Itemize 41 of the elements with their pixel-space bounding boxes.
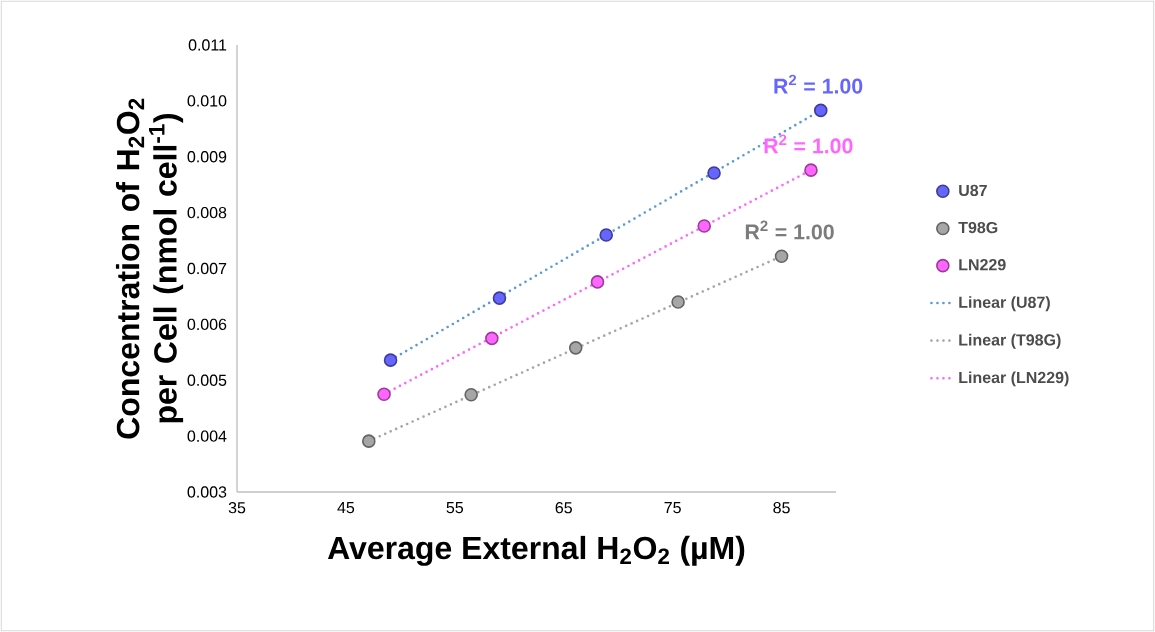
point bbox=[671, 295, 685, 309]
y-tick-label: 0.006 bbox=[187, 318, 227, 331]
point bbox=[383, 353, 398, 367]
legend-label: Linear (U87) bbox=[959, 296, 1050, 312]
x-axis-title: Average External H$_{2}$O$_{2}$ (µM) bbox=[327, 535, 745, 566]
y-tick-label: 0.009 bbox=[187, 151, 227, 163]
y-tick-label: 0.007 bbox=[187, 262, 227, 275]
point bbox=[361, 434, 376, 448]
y-tick-label: 0.011 bbox=[188, 39, 227, 51]
annotation: R$^{2}$ = 1.00 bbox=[764, 134, 853, 154]
x-tick-label: 65 bbox=[555, 502, 572, 514]
y-tick-label: 0.008 bbox=[187, 206, 227, 219]
point bbox=[804, 163, 818, 177]
point bbox=[697, 219, 712, 233]
annotation: R$^{2}$ = 1.00 bbox=[774, 74, 863, 94]
point bbox=[590, 275, 605, 289]
legend-label: LN229 bbox=[959, 259, 1006, 271]
point bbox=[707, 166, 721, 180]
point bbox=[568, 341, 583, 355]
point bbox=[492, 291, 507, 305]
y-tick-label: 0.004 bbox=[187, 430, 227, 442]
point bbox=[377, 387, 391, 402]
y-tick-label: 0.005 bbox=[187, 374, 227, 386]
y-tick-label: 0.010 bbox=[187, 95, 227, 107]
legend-label: Linear (LN229) bbox=[959, 371, 1069, 387]
y-tick-label: 0.003 bbox=[187, 486, 227, 498]
point bbox=[774, 249, 789, 264]
point bbox=[813, 103, 828, 118]
text: Concentration of H$_{2}$O$_{2}$ per Cell (nmol cell$^{-1}$) bbox=[115, 98, 184, 439]
x-tick-label: 85 bbox=[773, 502, 790, 514]
point bbox=[599, 228, 614, 242]
point bbox=[485, 331, 499, 346]
x-tick-label: 75 bbox=[664, 502, 681, 514]
legend-label: U87 bbox=[959, 184, 987, 197]
x-tick-label: 45 bbox=[337, 502, 355, 514]
annotation: R$^{2}$ = 1.00 bbox=[745, 220, 834, 240]
x-tick-label: 35 bbox=[228, 502, 246, 514]
point bbox=[464, 387, 478, 402]
legend-label: Linear (T98G) bbox=[959, 333, 1061, 349]
x-tick-label: 55 bbox=[446, 502, 464, 514]
legend-label: T98G bbox=[958, 221, 998, 234]
